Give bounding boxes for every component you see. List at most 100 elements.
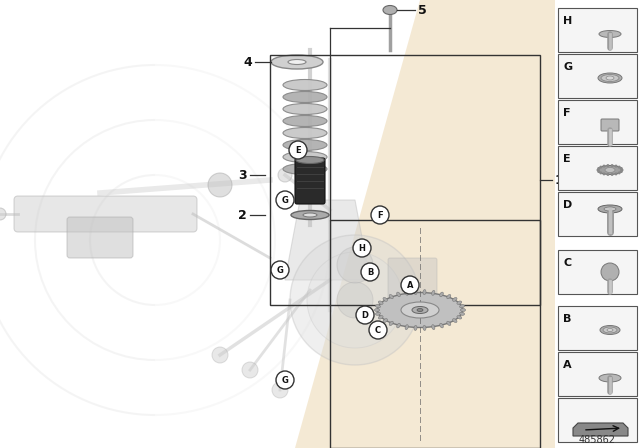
Circle shape bbox=[401, 276, 419, 294]
Ellipse shape bbox=[296, 156, 324, 164]
Ellipse shape bbox=[604, 207, 616, 211]
Ellipse shape bbox=[414, 289, 417, 295]
Circle shape bbox=[621, 168, 623, 172]
Ellipse shape bbox=[401, 302, 439, 318]
Ellipse shape bbox=[598, 73, 622, 83]
Text: H: H bbox=[563, 16, 572, 26]
Ellipse shape bbox=[431, 290, 435, 295]
Text: D: D bbox=[563, 200, 572, 210]
Ellipse shape bbox=[431, 325, 435, 330]
Circle shape bbox=[361, 263, 379, 281]
FancyBboxPatch shape bbox=[67, 217, 133, 258]
Bar bbox=[558, 54, 637, 98]
Circle shape bbox=[607, 164, 609, 167]
Ellipse shape bbox=[283, 128, 327, 138]
Circle shape bbox=[601, 263, 619, 281]
Circle shape bbox=[602, 164, 605, 168]
Circle shape bbox=[353, 239, 371, 257]
Ellipse shape bbox=[417, 309, 423, 311]
Text: D: D bbox=[362, 310, 369, 319]
Circle shape bbox=[620, 167, 623, 170]
Text: C: C bbox=[375, 326, 381, 335]
Ellipse shape bbox=[389, 321, 393, 326]
Text: 4: 4 bbox=[243, 56, 252, 69]
Circle shape bbox=[599, 172, 602, 174]
Circle shape bbox=[337, 247, 373, 283]
Text: E: E bbox=[563, 154, 571, 164]
Ellipse shape bbox=[447, 321, 451, 326]
Ellipse shape bbox=[598, 205, 622, 213]
Ellipse shape bbox=[383, 297, 387, 302]
Bar bbox=[270, 55, 540, 305]
Circle shape bbox=[278, 168, 292, 182]
Text: 5: 5 bbox=[418, 4, 427, 17]
Circle shape bbox=[0, 208, 6, 220]
FancyBboxPatch shape bbox=[295, 158, 325, 204]
Ellipse shape bbox=[605, 168, 615, 172]
Bar bbox=[558, 306, 637, 350]
Circle shape bbox=[307, 252, 403, 348]
Circle shape bbox=[602, 172, 605, 176]
Circle shape bbox=[369, 321, 387, 339]
Circle shape bbox=[208, 173, 232, 197]
Circle shape bbox=[618, 172, 621, 174]
Ellipse shape bbox=[452, 319, 457, 323]
Text: 485862: 485862 bbox=[579, 435, 616, 445]
Ellipse shape bbox=[606, 76, 614, 80]
Ellipse shape bbox=[283, 103, 327, 115]
Ellipse shape bbox=[423, 325, 426, 330]
Circle shape bbox=[614, 172, 618, 176]
Ellipse shape bbox=[412, 306, 428, 314]
Polygon shape bbox=[295, 0, 555, 448]
Ellipse shape bbox=[374, 309, 380, 311]
Ellipse shape bbox=[457, 301, 461, 304]
Text: B: B bbox=[367, 267, 373, 276]
Ellipse shape bbox=[283, 116, 327, 126]
Circle shape bbox=[597, 167, 600, 170]
Ellipse shape bbox=[405, 290, 408, 295]
Ellipse shape bbox=[397, 323, 400, 328]
Ellipse shape bbox=[414, 325, 417, 330]
Bar bbox=[558, 192, 637, 236]
Ellipse shape bbox=[397, 292, 400, 297]
Circle shape bbox=[212, 347, 228, 363]
Ellipse shape bbox=[271, 55, 323, 69]
Circle shape bbox=[614, 164, 618, 168]
Polygon shape bbox=[573, 423, 628, 436]
Text: F: F bbox=[377, 211, 383, 220]
Text: 2: 2 bbox=[238, 208, 247, 221]
Ellipse shape bbox=[376, 312, 380, 315]
Bar bbox=[558, 398, 637, 442]
Text: B: B bbox=[563, 314, 572, 324]
Circle shape bbox=[276, 191, 294, 209]
Ellipse shape bbox=[440, 292, 444, 297]
Ellipse shape bbox=[383, 5, 397, 14]
Ellipse shape bbox=[447, 294, 451, 299]
Ellipse shape bbox=[389, 294, 393, 299]
Ellipse shape bbox=[600, 326, 620, 335]
Circle shape bbox=[356, 306, 374, 324]
Ellipse shape bbox=[283, 151, 327, 163]
Ellipse shape bbox=[598, 165, 622, 175]
Circle shape bbox=[371, 206, 389, 224]
Circle shape bbox=[276, 371, 294, 389]
Circle shape bbox=[242, 362, 258, 378]
Circle shape bbox=[599, 166, 602, 168]
Circle shape bbox=[618, 166, 621, 168]
Bar bbox=[558, 250, 637, 294]
Text: F: F bbox=[563, 108, 570, 118]
Bar bbox=[558, 146, 637, 190]
Ellipse shape bbox=[405, 325, 408, 330]
Ellipse shape bbox=[460, 305, 465, 308]
Ellipse shape bbox=[423, 289, 426, 295]
Ellipse shape bbox=[291, 211, 329, 220]
Ellipse shape bbox=[383, 319, 387, 323]
Circle shape bbox=[271, 261, 289, 279]
Ellipse shape bbox=[440, 323, 444, 328]
Text: G: G bbox=[563, 62, 572, 72]
Text: C: C bbox=[563, 258, 571, 268]
Ellipse shape bbox=[599, 30, 621, 38]
Text: G: G bbox=[282, 375, 289, 384]
Ellipse shape bbox=[460, 312, 465, 315]
Ellipse shape bbox=[378, 301, 383, 304]
